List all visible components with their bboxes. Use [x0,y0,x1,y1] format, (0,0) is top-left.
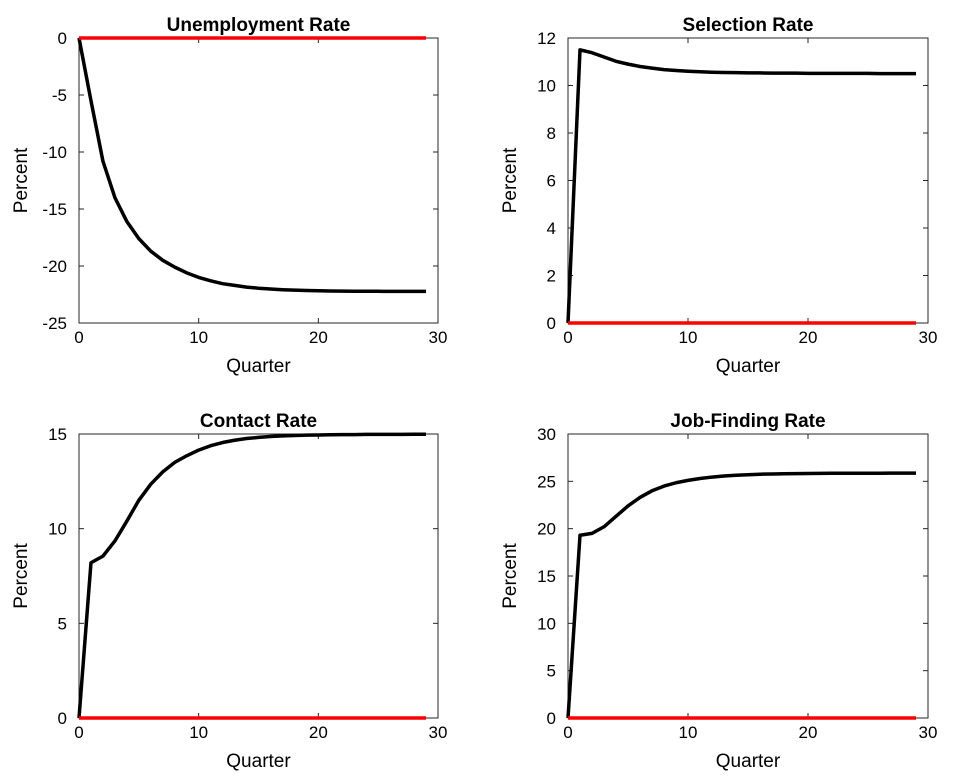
series-line-response [77,432,427,719]
y-tick-label: 15 [48,425,67,444]
y-axis-label: Percent [11,147,32,213]
plot-area [567,37,929,324]
panel-title: Selection Rate [683,15,814,36]
y-tick-label: 30 [537,425,556,444]
x-tick-label: 10 [679,328,698,347]
x-axis-label: Quarter [226,751,291,772]
y-tick-label: 0 [547,709,556,728]
plot-area [567,433,929,719]
y-tick-label: 6 [547,172,556,191]
y-tick-label: 10 [537,77,556,96]
y-tick-label: 2 [547,267,556,286]
series-line-response [566,48,916,324]
x-tick-label: 0 [74,723,83,742]
panel-title: Unemployment Rate [167,15,351,36]
panel-title: Contact Rate [200,411,317,432]
y-tick-label: -15 [42,200,67,219]
plot-area [78,433,439,719]
y-tick-label: 0 [58,29,67,48]
y-tick-label: 0 [547,314,556,333]
x-tick-label: 10 [189,723,208,742]
panel-contact-rate: 0 10 20 30 0 5 10 15 Contact Rate Quarter Percent [11,411,447,772]
y-axis-label: Percent [500,147,521,213]
x-tick-label: 10 [189,328,208,347]
panel-selection-rate: 0 10 20 30 0 2 4 6 8 10 12 Selection Rate Quarter Per… [500,15,937,377]
y-axis-label: Percent [11,543,32,609]
y-tick-label: -20 [42,257,67,276]
x-tick-label: 20 [309,723,328,742]
y-tick-label: 4 [547,219,556,238]
y-tick-label: 20 [537,520,556,539]
x-axis-label: Quarter [716,356,781,377]
y-tick-label: -5 [52,86,67,105]
y-tick-label: 15 [537,567,556,586]
y-axis-label: Percent [500,543,521,609]
series-line-response [566,471,916,719]
y-tick-label: 25 [537,472,556,491]
y-tick-label: 0 [58,709,67,728]
panel-title: Job-Finding Rate [670,411,825,432]
x-tick-label: 30 [919,328,938,347]
x-tick-label: 0 [563,328,572,347]
y-tick-label: 10 [48,520,67,539]
panel-job-finding-rate: 0 10 20 30 0 5 10 15 20 25 30 Job-Finding Rate Quart… [500,411,937,772]
y-tick-label: -25 [42,314,67,333]
y-tick-label: -10 [42,143,67,162]
x-tick-label: 20 [309,328,328,347]
y-tick-label: 10 [537,614,556,633]
x-tick-label: 0 [563,723,572,742]
plot-area [78,37,439,324]
x-tick-label: 20 [799,723,818,742]
x-tick-label: 10 [679,723,698,742]
x-tick-label: 0 [74,328,83,347]
panel-unemployment-rate: 0 10 20 30 -25 -20 -15 -10 -5 0 Unemployment Rate Q… [11,15,447,377]
series-line-response [77,37,427,294]
x-tick-label: 30 [429,328,448,347]
y-tick-label: 5 [547,662,556,681]
x-tick-label: 30 [429,723,448,742]
y-tick-label: 5 [58,614,67,633]
x-tick-label: 30 [919,723,938,742]
x-axis-label: Quarter [716,751,781,772]
y-tick-label: 8 [547,124,556,143]
y-tick-label: 12 [537,29,556,48]
x-axis-label: Quarter [226,356,291,377]
x-tick-label: 20 [799,328,818,347]
